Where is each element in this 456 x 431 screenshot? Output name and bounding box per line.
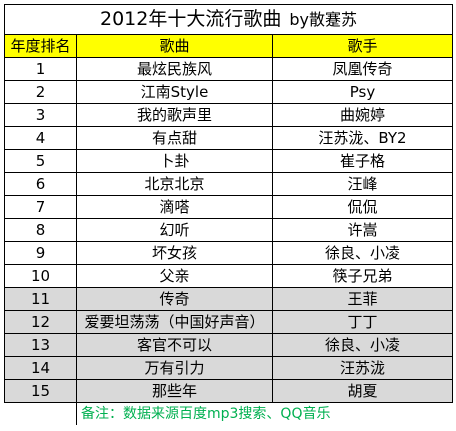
title-row: 2012年十大流行歌曲 by散蹇苏 [4,4,453,35]
cell-song[interactable]: 幻听 [76,218,273,242]
cell-song[interactable]: 有点甜 [76,126,273,150]
table-row: 9 坏女孩 徐良、小凌 [4,241,453,265]
cell-singer[interactable]: 崔子格 [272,149,453,173]
table-row: 1 最炫民族风 凤凰传奇 [4,57,453,81]
cell-singer[interactable]: 汪苏泷、BY2 [272,126,453,150]
cell-rank[interactable]: 8 [4,218,77,242]
cell-rank[interactable]: 7 [4,195,77,219]
cell-singer[interactable]: 凤凰传奇 [272,57,453,81]
cell-singer[interactable]: 许嵩 [272,218,453,242]
cell-rank[interactable]: 6 [4,172,77,196]
spreadsheet: 2012年十大流行歌曲 by散蹇苏 年度排名 歌曲 歌手 1 最炫民族风 凤凰传奇 2 江… [4,4,453,426]
table-row: 2 江南Style Psy [4,80,453,104]
cell-rank[interactable]: 14 [4,356,77,380]
cell-singer[interactable]: Psy [272,80,453,104]
cell-rank[interactable]: 5 [4,149,77,173]
table-row: 13 客官不可以 徐良、小凌 [4,333,453,357]
table-row: 14 万有引力 汪苏泷 [4,356,453,380]
cell-song[interactable]: 万有引力 [76,356,273,380]
table-title-cell[interactable]: 2012年十大流行歌曲 by散蹇苏 [4,4,453,35]
cell-singer[interactable]: 筷子兄弟 [272,264,453,288]
cell-rank[interactable]: 9 [4,241,77,265]
table-row: 6 北京北京 汪峰 [4,172,453,196]
header-singer[interactable]: 歌手 [272,34,453,58]
note-row: 备注：数据来源百度mp3搜索、QQ音乐 [4,402,453,425]
cell-singer[interactable]: 王菲 [272,287,453,311]
table-row: 12 爱要坦荡荡（中国好声音） 丁丁 [4,310,453,334]
table-title: 2012年十大流行歌曲 [100,8,282,30]
cell-rank[interactable]: 11 [4,287,77,311]
cell-rank[interactable]: 13 [4,333,77,357]
cell-rank[interactable]: 1 [4,57,77,81]
table-byline: by散蹇苏 [289,10,357,29]
cell-song[interactable]: 爱要坦荡荡（中国好声音） [76,310,273,334]
cell-rank[interactable]: 3 [4,103,77,127]
cell-singer[interactable]: 汪苏泷 [272,356,453,380]
cell-song[interactable]: 客官不可以 [76,333,273,357]
cell-rank[interactable]: 4 [4,126,77,150]
header-rank[interactable]: 年度排名 [4,34,77,58]
cell-song[interactable]: 江南Style [76,80,273,104]
cell-singer[interactable]: 曲婉婷 [272,103,453,127]
note-text[interactable]: 备注：数据来源百度mp3搜索、QQ音乐 [76,402,453,425]
cell-song[interactable]: 坏女孩 [76,241,273,265]
table-row: 10 父亲 筷子兄弟 [4,264,453,288]
cell-song[interactable]: 北京北京 [76,172,273,196]
cell-singer[interactable]: 侃侃 [272,195,453,219]
table-row: 5 卜卦 崔子格 [4,149,453,173]
table-row: 8 幻听 许嵩 [4,218,453,242]
table-row: 7 滴嗒 侃侃 [4,195,453,219]
cell-singer[interactable]: 丁丁 [272,310,453,334]
cell-song[interactable]: 我的歌声里 [76,103,273,127]
cell-singer[interactable]: 徐良、小凌 [272,333,453,357]
header-row: 年度排名 歌曲 歌手 [4,34,453,58]
cell-singer[interactable]: 胡夏 [272,379,453,403]
table-row: 11 传奇 王菲 [4,287,453,311]
cell-song[interactable]: 传奇 [76,287,273,311]
cell-song[interactable]: 卜卦 [76,149,273,173]
cell-song[interactable]: 父亲 [76,264,273,288]
note-empty-cell[interactable] [4,402,77,425]
top-songs-table: 2012年十大流行歌曲 by散蹇苏 年度排名 歌曲 歌手 1 最炫民族风 凤凰传奇 2 江… [4,4,453,425]
table-row: 3 我的歌声里 曲婉婷 [4,103,453,127]
cell-song[interactable]: 滴嗒 [76,195,273,219]
cell-rank[interactable]: 2 [4,80,77,104]
cell-rank[interactable]: 15 [4,379,77,403]
cell-singer[interactable]: 徐良、小凌 [272,241,453,265]
cell-song[interactable]: 那些年 [76,379,273,403]
header-song[interactable]: 歌曲 [76,34,273,58]
cell-song[interactable]: 最炫民族风 [76,57,273,81]
cell-singer[interactable]: 汪峰 [272,172,453,196]
cell-rank[interactable]: 12 [4,310,77,334]
table-row: 4 有点甜 汪苏泷、BY2 [4,126,453,150]
table-row: 15 那些年 胡夏 [4,379,453,403]
cell-rank[interactable]: 10 [4,264,77,288]
